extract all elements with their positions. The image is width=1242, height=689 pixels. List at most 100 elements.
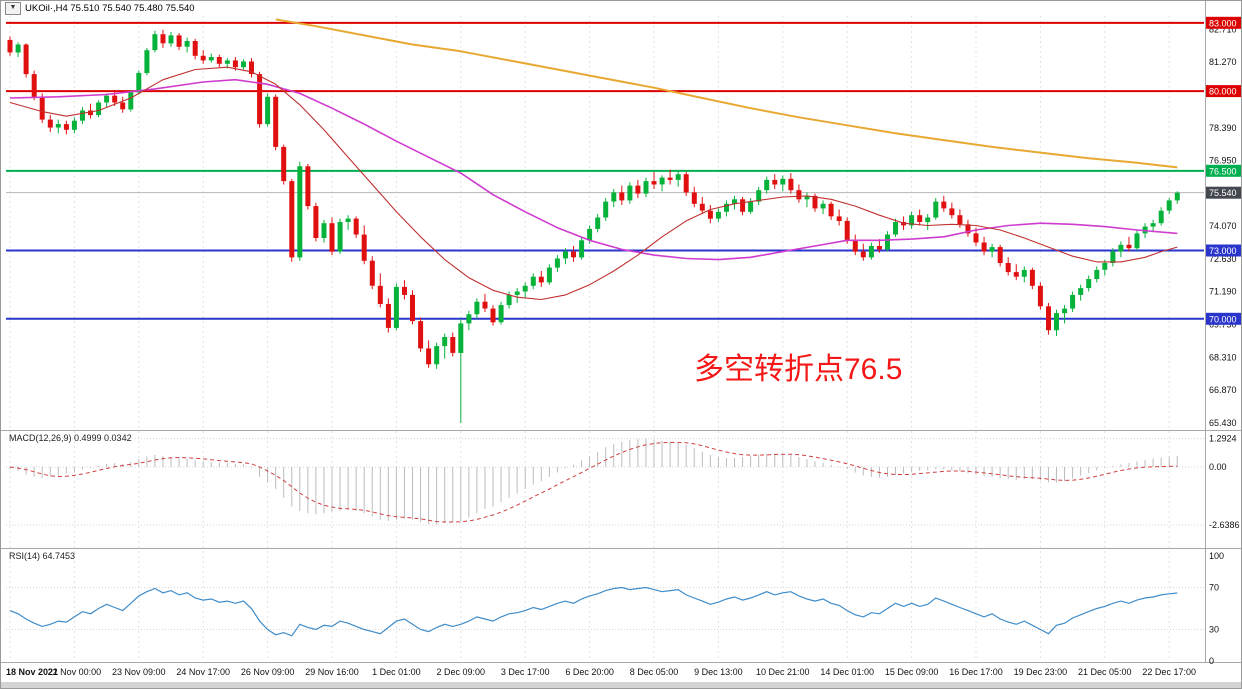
price-axis-label: 76.950 xyxy=(1209,156,1237,166)
candle-body-down xyxy=(1037,285,1043,307)
candle-body-up xyxy=(804,195,810,200)
candle-body-down xyxy=(740,199,746,212)
candle-body-up xyxy=(820,203,826,209)
candle-body-down xyxy=(538,276,544,283)
candle-body-up xyxy=(184,41,190,47)
price-axis-label: 65.430 xyxy=(1209,418,1237,428)
rsi-axis-label: 100 xyxy=(1209,551,1224,561)
candle-body-down xyxy=(844,220,850,241)
candle-body-up xyxy=(144,50,150,73)
candle-body-down xyxy=(63,124,69,130)
candle-body-down xyxy=(377,285,383,304)
x-axis-label: 24 Nov 17:00 xyxy=(176,667,230,677)
time-gridlines xyxy=(9,16,1170,661)
candle-body-down xyxy=(482,301,488,309)
candle-body-up xyxy=(611,192,617,202)
candle-body-down xyxy=(941,201,947,209)
candle-body-down xyxy=(772,179,778,185)
candle-body-up xyxy=(1118,244,1124,252)
candle-body-down xyxy=(289,181,295,258)
candle-body-up xyxy=(337,222,343,252)
candle-body-down xyxy=(450,337,456,353)
candle-body-up xyxy=(546,267,552,283)
price-axis-label: 68.310 xyxy=(1209,352,1237,362)
candle-body-up xyxy=(466,314,472,324)
candle-body-up xyxy=(627,185,633,201)
candle-body-up xyxy=(297,166,303,258)
ma-medium-line xyxy=(9,78,1178,261)
x-axis-label: 22 Nov 00:00 xyxy=(48,667,102,677)
candle-body-up xyxy=(1021,269,1027,277)
candle-body-up xyxy=(1078,288,1084,295)
candle-body-down xyxy=(852,240,858,252)
candle-body-down xyxy=(1029,269,1035,286)
candle-body-up xyxy=(1134,233,1140,249)
candle-body-down xyxy=(410,294,415,322)
candle-body-up xyxy=(715,211,721,219)
macd-panel xyxy=(6,438,1204,526)
candle-body-down xyxy=(981,242,987,252)
price-axis-label: 78.390 xyxy=(1209,123,1237,133)
candle-body-up xyxy=(136,72,142,93)
candle-body-up xyxy=(1054,313,1059,331)
price-axis-label: 82.710 xyxy=(1209,24,1237,34)
candle-body-down xyxy=(490,308,496,323)
price-badge-label: 76.500 xyxy=(1209,166,1237,176)
candle-body-down xyxy=(973,233,979,243)
candle-body-up xyxy=(96,102,102,115)
price-axis-label: 66.870 xyxy=(1209,385,1237,395)
candle-body-down xyxy=(305,166,311,207)
candle-body-down xyxy=(369,260,375,286)
candle-body-down xyxy=(707,210,713,219)
price-badge xyxy=(1206,186,1241,199)
candle-body-up xyxy=(1102,263,1108,270)
candle-body-up xyxy=(168,35,174,44)
candlestick-series xyxy=(7,29,1180,423)
candle-body-up xyxy=(224,60,230,64)
candle-body-down xyxy=(273,96,279,147)
candle-body-up xyxy=(241,61,246,68)
candle-body-down xyxy=(876,246,882,250)
candle-body-down xyxy=(232,60,238,68)
candle-body-up xyxy=(474,301,480,315)
ma-slow-line xyxy=(275,18,1178,169)
candle-body-up xyxy=(724,203,729,212)
candle-body-up xyxy=(1158,210,1164,224)
macd-axis-label: 1.2924 xyxy=(1209,434,1237,444)
x-axis-label: 22 Dec 17:00 xyxy=(1142,667,1196,677)
candle-body-up xyxy=(530,276,536,286)
candle-body-down xyxy=(88,110,93,116)
candle-body-up xyxy=(208,57,214,61)
candle-body-down xyxy=(788,178,794,191)
candle-body-up xyxy=(756,190,762,202)
price-badge xyxy=(1206,312,1241,325)
rsi-panel xyxy=(6,586,1204,637)
candle-body-down xyxy=(176,35,182,47)
price-badge xyxy=(1206,85,1241,98)
candle-body-up xyxy=(152,34,158,51)
candle-body-down xyxy=(160,34,166,44)
candle-body-up xyxy=(933,201,939,218)
candle-body-down xyxy=(39,96,45,120)
x-axis-label: 1 Dec 01:00 xyxy=(372,667,421,677)
candle-body-up xyxy=(506,294,512,306)
candle-body-up xyxy=(498,305,504,323)
candle-body-up xyxy=(1094,269,1100,279)
price-axis-label: 71.190 xyxy=(1209,287,1237,297)
price-badge xyxy=(1206,16,1241,29)
candle-body-up xyxy=(104,95,110,103)
candle-body-down xyxy=(216,57,222,64)
candle-body-down xyxy=(361,234,367,261)
price-badge-label: 83.000 xyxy=(1209,18,1237,28)
candle-body-down xyxy=(120,102,126,110)
x-axis-label: 21 Dec 05:00 xyxy=(1078,667,1132,677)
candle-body-down xyxy=(635,185,641,194)
candle-body-up xyxy=(989,247,995,252)
x-axis-label: 16 Dec 17:00 xyxy=(949,667,1003,677)
candle-body-up xyxy=(345,218,351,222)
chart-dropdown-button[interactable]: ▼ xyxy=(5,2,21,15)
candle-body-up xyxy=(659,177,665,185)
candle-body-down xyxy=(812,195,818,209)
